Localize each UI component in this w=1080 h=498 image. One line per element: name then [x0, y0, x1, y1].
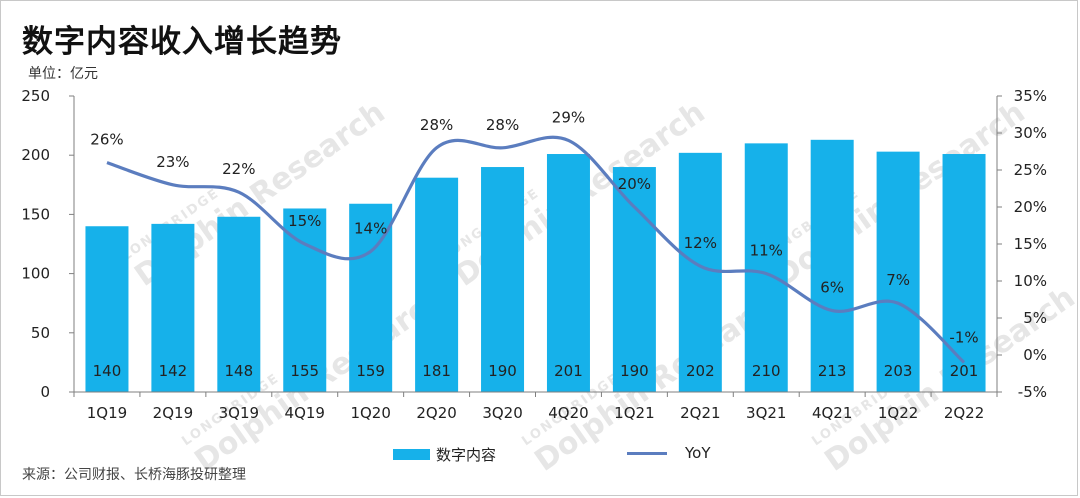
yoy-value-label: 28%: [486, 116, 519, 134]
yoy-value-label: 11%: [750, 242, 783, 260]
legend-line-label: YoY: [685, 444, 711, 462]
chart-title: 数字内容收入增长趋势: [22, 24, 342, 60]
labels: 140 142 148 155 159 181 190 201 190 202 210 213 203 2…: [90, 108, 978, 380]
bar: [85, 226, 129, 392]
y-left-tick-label: 250: [21, 87, 50, 105]
x-tick-label: 1Q19: [87, 404, 127, 422]
y-right-tick-label: 30%: [1014, 124, 1047, 142]
x-tick-label: 3Q20: [482, 404, 522, 422]
yoy-value-label: 23%: [156, 153, 189, 171]
bar-value-label: 190: [488, 362, 517, 380]
bar: [942, 154, 986, 392]
x-tick-label: 2Q19: [153, 404, 193, 422]
yoy-value-label: 15%: [288, 212, 321, 230]
y-right-tick-label: 10%: [1014, 272, 1047, 290]
yoy-value-label: 12%: [684, 234, 717, 252]
yoy-line-group: [106, 135, 966, 364]
yoy-value-label: 7%: [886, 271, 910, 289]
y-left-tick-label: 0: [40, 383, 50, 401]
y-right-tick-label: 0%: [1023, 346, 1047, 364]
x-tick-label: 1Q20: [350, 404, 390, 422]
x-tick-label: 3Q19: [219, 404, 259, 422]
bar: [546, 154, 590, 392]
yoy-value-label: 28%: [420, 116, 453, 134]
y-right-tick-label: 25%: [1014, 161, 1047, 179]
bar-value-label: 190: [620, 362, 649, 380]
bar: [481, 167, 525, 392]
y-left-tick-label: 50: [31, 324, 50, 342]
bar-value-label: 210: [752, 362, 781, 380]
x-tick-label: 3Q21: [746, 404, 786, 422]
legend-item-line: YoY: [627, 444, 711, 462]
x-tick-label: 4Q19: [285, 404, 325, 422]
bar: [151, 223, 195, 392]
yoy-value-label: -1%: [949, 328, 978, 346]
yoy-value-label: 29%: [552, 108, 585, 126]
yoy-line: [106, 135, 966, 364]
x-tick-label: 4Q21: [812, 404, 852, 422]
legend-item-bar: 数字内容: [393, 444, 496, 465]
bar: [810, 139, 854, 392]
legend-bar-label: 数字内容: [436, 446, 497, 464]
y-left-tick-label: 150: [21, 205, 50, 223]
y-right-tick-label: 5%: [1023, 309, 1047, 327]
bar: [415, 177, 459, 392]
bar-value-label: 201: [554, 362, 583, 380]
bar-value-label: 155: [290, 362, 319, 380]
bar: [217, 216, 261, 392]
yoy-value-label: 20%: [618, 175, 651, 193]
y-left-tick-label: 200: [21, 146, 50, 164]
bar: [876, 151, 920, 392]
yoy-value-label: 22%: [222, 160, 255, 178]
bar-value-label: 142: [159, 362, 188, 380]
x-tick-label: 1Q22: [878, 404, 918, 422]
yoy-value-label: 14%: [354, 219, 387, 237]
bar-value-label: 148: [225, 362, 254, 380]
x-tick-label: 4Q20: [548, 404, 588, 422]
axes: 0 50 100 150 200 250 -5% 0% 5% 10% 15% 20% 25% 30% 35%…: [21, 87, 1047, 422]
y-right-tick-label: 35%: [1014, 87, 1047, 105]
bar-value-label: 203: [884, 362, 913, 380]
bar-value-label: 202: [686, 362, 715, 380]
y-right-tick-label: -5%: [1018, 383, 1047, 401]
bar-value-label: 201: [950, 362, 979, 380]
bar: [744, 143, 788, 392]
bar-value-label: 140: [93, 362, 122, 380]
bar: [678, 152, 722, 392]
yoy-value-label: 26%: [90, 131, 123, 149]
unit-label: 单位：亿元: [28, 66, 98, 82]
bars: [85, 139, 986, 392]
x-tick-label: 2Q22: [944, 404, 984, 422]
x-tick-label: 2Q20: [416, 404, 456, 422]
legend-bar-swatch: [393, 449, 430, 460]
legend-line-swatch: [627, 451, 667, 455]
bar-value-label: 213: [818, 362, 847, 380]
y-right-tick-label: 15%: [1014, 235, 1047, 253]
yoy-value-label: 6%: [820, 279, 844, 297]
bar: [283, 208, 327, 392]
x-tick-label: 1Q21: [614, 404, 654, 422]
y-left-tick-label: 100: [21, 265, 50, 283]
source-note: 来源：公司财报、长桥海豚投研整理: [22, 467, 246, 483]
bar-value-label: 181: [422, 362, 451, 380]
bar: [612, 167, 656, 392]
y-right-tick-label: 20%: [1014, 198, 1047, 216]
x-tick-label: 2Q21: [680, 404, 720, 422]
bar-value-label: 159: [356, 362, 385, 380]
